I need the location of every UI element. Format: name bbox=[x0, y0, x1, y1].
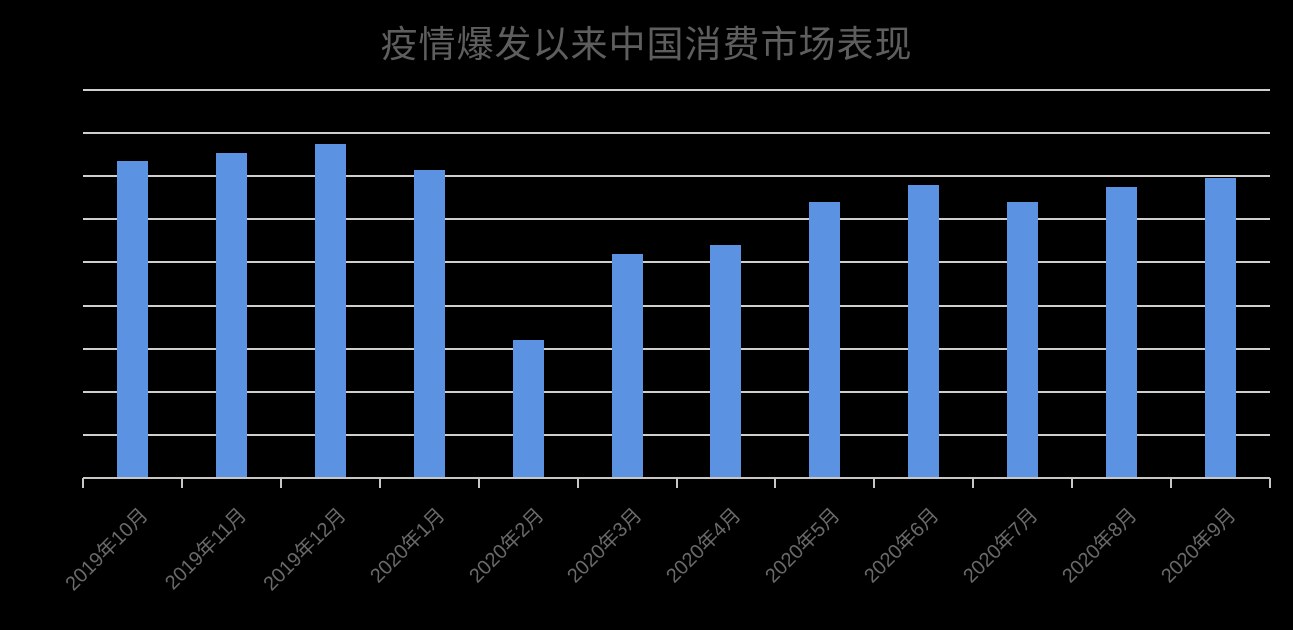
bar-cell bbox=[874, 90, 973, 478]
x-axis-label: 2020年4月 bbox=[662, 504, 746, 588]
bar-2019年11月 bbox=[215, 152, 247, 478]
bar-cell bbox=[83, 90, 182, 478]
bar-2020年4月 bbox=[710, 245, 742, 478]
gridline bbox=[83, 390, 1270, 393]
bar-cell bbox=[380, 90, 479, 478]
x-axis-tick bbox=[873, 478, 876, 488]
bar-2020年3月 bbox=[611, 253, 643, 478]
x-axis-label: 2019年11月 bbox=[161, 504, 252, 595]
x-axis-label: 2020年7月 bbox=[959, 504, 1043, 588]
bar-cell bbox=[1072, 90, 1171, 478]
gridline bbox=[83, 132, 1270, 135]
gridline bbox=[83, 433, 1270, 436]
x-axis-label: 2019年10月 bbox=[61, 504, 153, 596]
bar-cell bbox=[281, 90, 380, 478]
bar-2020年1月 bbox=[413, 169, 445, 478]
bar-2020年9月 bbox=[1205, 178, 1237, 478]
x-axis-label: 2020年6月 bbox=[860, 504, 944, 588]
bar-2020年2月 bbox=[512, 340, 544, 478]
x-axis-tick bbox=[279, 478, 282, 488]
x-axis-tick bbox=[576, 478, 579, 488]
bar-2019年10月 bbox=[116, 161, 148, 478]
x-axis-tick bbox=[378, 478, 381, 488]
x-axis-tick bbox=[1071, 478, 1074, 488]
x-axis-label: 2020年9月 bbox=[1157, 504, 1241, 588]
bar-cell bbox=[182, 90, 281, 478]
x-axis-label: 2020年1月 bbox=[365, 504, 450, 588]
gridline bbox=[83, 304, 1270, 307]
x-axis-tick bbox=[82, 478, 84, 488]
x-axis-label: 2020年2月 bbox=[464, 504, 548, 588]
x-axis-tick bbox=[180, 478, 183, 488]
x-axis-tick bbox=[477, 478, 480, 488]
bar-2019年12月 bbox=[314, 143, 346, 478]
bar-cell bbox=[973, 90, 1072, 478]
x-axis-tick bbox=[774, 478, 777, 488]
x-axis-tick bbox=[1170, 478, 1173, 488]
gridline bbox=[83, 218, 1270, 221]
bar-cell bbox=[677, 90, 776, 478]
plot-area bbox=[83, 89, 1270, 479]
x-axis-label: 2020年5月 bbox=[761, 504, 845, 588]
bar-2020年8月 bbox=[1106, 187, 1138, 478]
x-axis-label: 2020年3月 bbox=[563, 504, 647, 588]
chart-title: 疫情爆发以来中国消费市场表现 bbox=[380, 24, 913, 65]
x-axis-tick bbox=[972, 478, 975, 488]
x-axis-label: 2019年12月 bbox=[259, 504, 351, 596]
bar-cell bbox=[775, 90, 874, 478]
bar-cell bbox=[479, 90, 578, 478]
bars bbox=[83, 90, 1270, 478]
bar-2020年7月 bbox=[1007, 202, 1039, 478]
bar-cell bbox=[578, 90, 677, 478]
x-axis-tick bbox=[1269, 478, 1271, 488]
bar-2020年5月 bbox=[809, 202, 841, 478]
gridline bbox=[83, 347, 1270, 350]
gridline bbox=[83, 175, 1270, 178]
x-axis-label: 2020年8月 bbox=[1058, 504, 1142, 588]
bar-2020年6月 bbox=[908, 184, 940, 478]
gridline bbox=[83, 261, 1270, 264]
bar-cell bbox=[1171, 90, 1270, 478]
x-axis-tick bbox=[675, 478, 678, 488]
gridline bbox=[83, 89, 1270, 91]
